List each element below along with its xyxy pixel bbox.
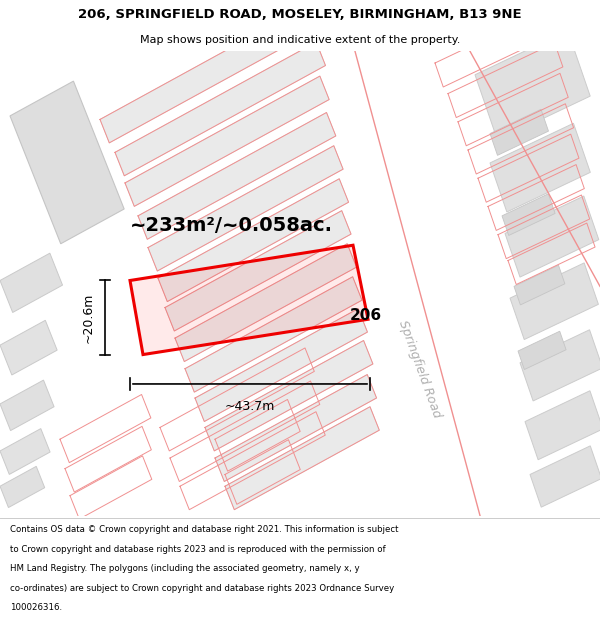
Text: 206, SPRINGFIELD ROAD, MOSELEY, BIRMINGHAM, B13 9NE: 206, SPRINGFIELD ROAD, MOSELEY, BIRMINGH… (78, 8, 522, 21)
Polygon shape (520, 330, 600, 401)
Polygon shape (195, 309, 367, 421)
Text: 206: 206 (350, 308, 382, 323)
Polygon shape (0, 429, 50, 474)
Polygon shape (215, 374, 377, 481)
Polygon shape (490, 109, 548, 156)
Polygon shape (514, 265, 565, 305)
Polygon shape (525, 391, 600, 460)
Text: Springfield Road: Springfield Road (396, 318, 444, 419)
Polygon shape (100, 5, 318, 143)
Polygon shape (205, 341, 373, 451)
Polygon shape (530, 446, 600, 507)
Polygon shape (125, 76, 329, 206)
Polygon shape (505, 196, 599, 277)
Polygon shape (0, 253, 62, 312)
Polygon shape (475, 31, 590, 140)
Text: ~43.7m: ~43.7m (225, 401, 275, 413)
Polygon shape (158, 179, 349, 302)
Polygon shape (510, 263, 598, 339)
Polygon shape (490, 123, 590, 212)
Text: Map shows position and indicative extent of the property.: Map shows position and indicative extent… (140, 35, 460, 45)
Polygon shape (0, 466, 45, 508)
Polygon shape (130, 245, 368, 354)
Text: ~20.6m: ~20.6m (82, 292, 95, 342)
Polygon shape (185, 277, 362, 392)
Polygon shape (518, 331, 566, 369)
Text: co-ordinates) are subject to Crown copyright and database rights 2023 Ordnance S: co-ordinates) are subject to Crown copyr… (10, 584, 394, 593)
Polygon shape (165, 211, 351, 331)
Text: ~233m²/~0.058ac.: ~233m²/~0.058ac. (130, 216, 333, 235)
Polygon shape (0, 321, 57, 375)
Polygon shape (175, 244, 356, 361)
Polygon shape (0, 380, 54, 431)
Text: 100026316.: 100026316. (10, 603, 62, 612)
Polygon shape (115, 42, 325, 176)
Polygon shape (225, 407, 379, 509)
Text: HM Land Registry. The polygons (including the associated geometry, namely x, y: HM Land Registry. The polygons (includin… (10, 564, 360, 573)
Polygon shape (330, 51, 600, 516)
Text: to Crown copyright and database rights 2023 and is reproduced with the permissio: to Crown copyright and database rights 2… (10, 545, 386, 554)
Polygon shape (138, 112, 336, 239)
Text: Contains OS data © Crown copyright and database right 2021. This information is : Contains OS data © Crown copyright and d… (10, 526, 398, 534)
Polygon shape (10, 81, 124, 244)
Polygon shape (148, 146, 343, 271)
Polygon shape (502, 194, 555, 236)
